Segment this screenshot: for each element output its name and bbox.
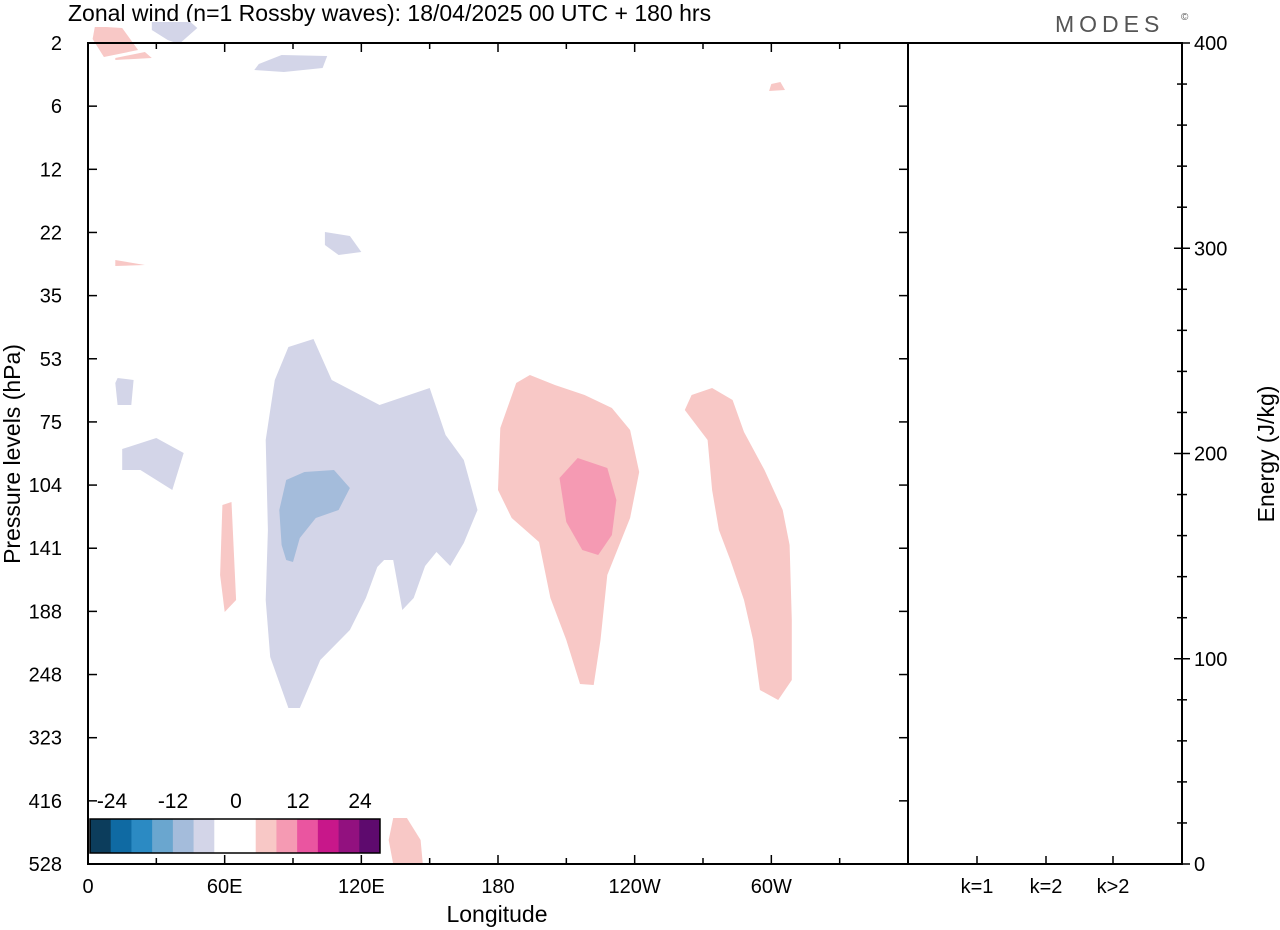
- energy-tick-label: 0: [1194, 854, 1205, 876]
- contour-pink-bottom-130E: [388, 818, 423, 864]
- colorbar-cell: [317, 819, 339, 853]
- x-tick-label: 120W: [609, 876, 661, 898]
- colorbar: -24 -12 0 12 24: [89, 790, 381, 854]
- x-tick-label: 120E: [338, 876, 385, 898]
- contour-pink-60W-band: [684, 388, 792, 700]
- colorbar-label: -12: [158, 790, 188, 813]
- y-tick-label: 22: [40, 222, 62, 244]
- energy-axis-title: Energy (J/kg): [1253, 386, 1279, 523]
- y-axis-title: Pressure levels (hPa): [0, 344, 25, 564]
- colorbar-label: 24: [348, 790, 372, 813]
- brand-logo: MODES: [1055, 11, 1164, 37]
- contour-pink-188: [220, 502, 237, 612]
- contour-blue-core-141: [279, 470, 350, 562]
- energy-bar-k=1: [955, 863, 999, 864]
- y-tick-label: 6: [51, 96, 62, 118]
- energy-tick-label: 200: [1194, 444, 1227, 466]
- y-tick-label: 35: [40, 286, 62, 308]
- y-tick-label: 416: [29, 791, 62, 813]
- colorbar-border: [89, 818, 381, 854]
- energy-bar-k=2: [1024, 863, 1068, 864]
- y-tick-label: 528: [29, 854, 62, 876]
- contour-pink-120W-core: [559, 458, 617, 555]
- energy-category-label: k=2: [1030, 876, 1063, 898]
- colorbar-label: 12: [286, 790, 309, 813]
- colorbar-cell: [297, 819, 319, 853]
- contour-top-left-pink-small: [115, 52, 152, 60]
- y-tick-label: 141: [29, 538, 62, 560]
- x-tick-label: 60W: [751, 876, 792, 898]
- y-tick-label: 104: [29, 475, 62, 497]
- x-tick-label: 180: [481, 876, 514, 898]
- contour-layer: [92, 22, 792, 864]
- colorbar-cell: [276, 819, 298, 853]
- contour-pink-120W-outer: [498, 375, 640, 685]
- y-tick-label: 2: [51, 33, 62, 55]
- colorbar-cell: [255, 819, 277, 853]
- colorbar-cell: [110, 819, 132, 853]
- y-tick-label: 75: [40, 412, 62, 434]
- energy-category-label: k=1: [961, 876, 994, 898]
- y-tick-label: 12: [40, 159, 62, 181]
- x-tick-label: 0: [82, 876, 93, 898]
- colorbar-label: 0: [230, 790, 242, 813]
- contour-blue-104: [122, 438, 184, 490]
- x-axis-title: Longitude: [446, 901, 547, 927]
- colorbar-cell: [359, 819, 381, 853]
- contour-blue-75: [115, 378, 134, 405]
- colorbar-label: -24: [97, 790, 128, 813]
- chart-title: Zonal wind (n=1 Rossby waves): 18/04/202…: [68, 0, 711, 26]
- colorbar-cell: [152, 819, 174, 853]
- energy-tick-label: 100: [1194, 649, 1227, 671]
- contour-pink-small-65W: [769, 82, 785, 91]
- colorbar-cell: [214, 819, 236, 853]
- x-axis: 0 60E 120E 180 120W 60W: [82, 43, 909, 898]
- contour-top-blue-top: [151, 22, 198, 44]
- y-tick-label: 188: [29, 601, 62, 623]
- colorbar-cell: [131, 819, 153, 853]
- contour-blue-28: [324, 232, 362, 255]
- y-axis: 2 6 12 22 35 53 75 104 141 188 248 323 416 528: [29, 33, 908, 876]
- energy-bar-k>2: [1091, 863, 1135, 864]
- contour-blue-large-main: [265, 339, 478, 708]
- colorbar-cell: [338, 819, 360, 853]
- energy-tick-label: 300: [1194, 238, 1227, 260]
- contour-blue-150: [254, 55, 328, 72]
- energy-category-label: k>2: [1097, 876, 1130, 898]
- energy-tick-label: 400: [1194, 33, 1227, 55]
- colorbar-cell: [193, 819, 215, 853]
- contour-pink-tiny-pressure-28: [115, 260, 145, 266]
- energy-panel: 0 100 200 300 400 k=1 k=2 k>2: [955, 33, 1227, 898]
- colorbar-cell: [90, 819, 112, 853]
- colorbar-cell: [172, 819, 194, 853]
- y-tick-label: 323: [29, 728, 62, 750]
- colorbar-cell: [235, 819, 257, 853]
- brand-mark: ©: [1181, 12, 1189, 23]
- y-tick-label: 248: [29, 665, 62, 687]
- x-tick-label: 60E: [207, 876, 243, 898]
- y-tick-label: 53: [40, 349, 62, 371]
